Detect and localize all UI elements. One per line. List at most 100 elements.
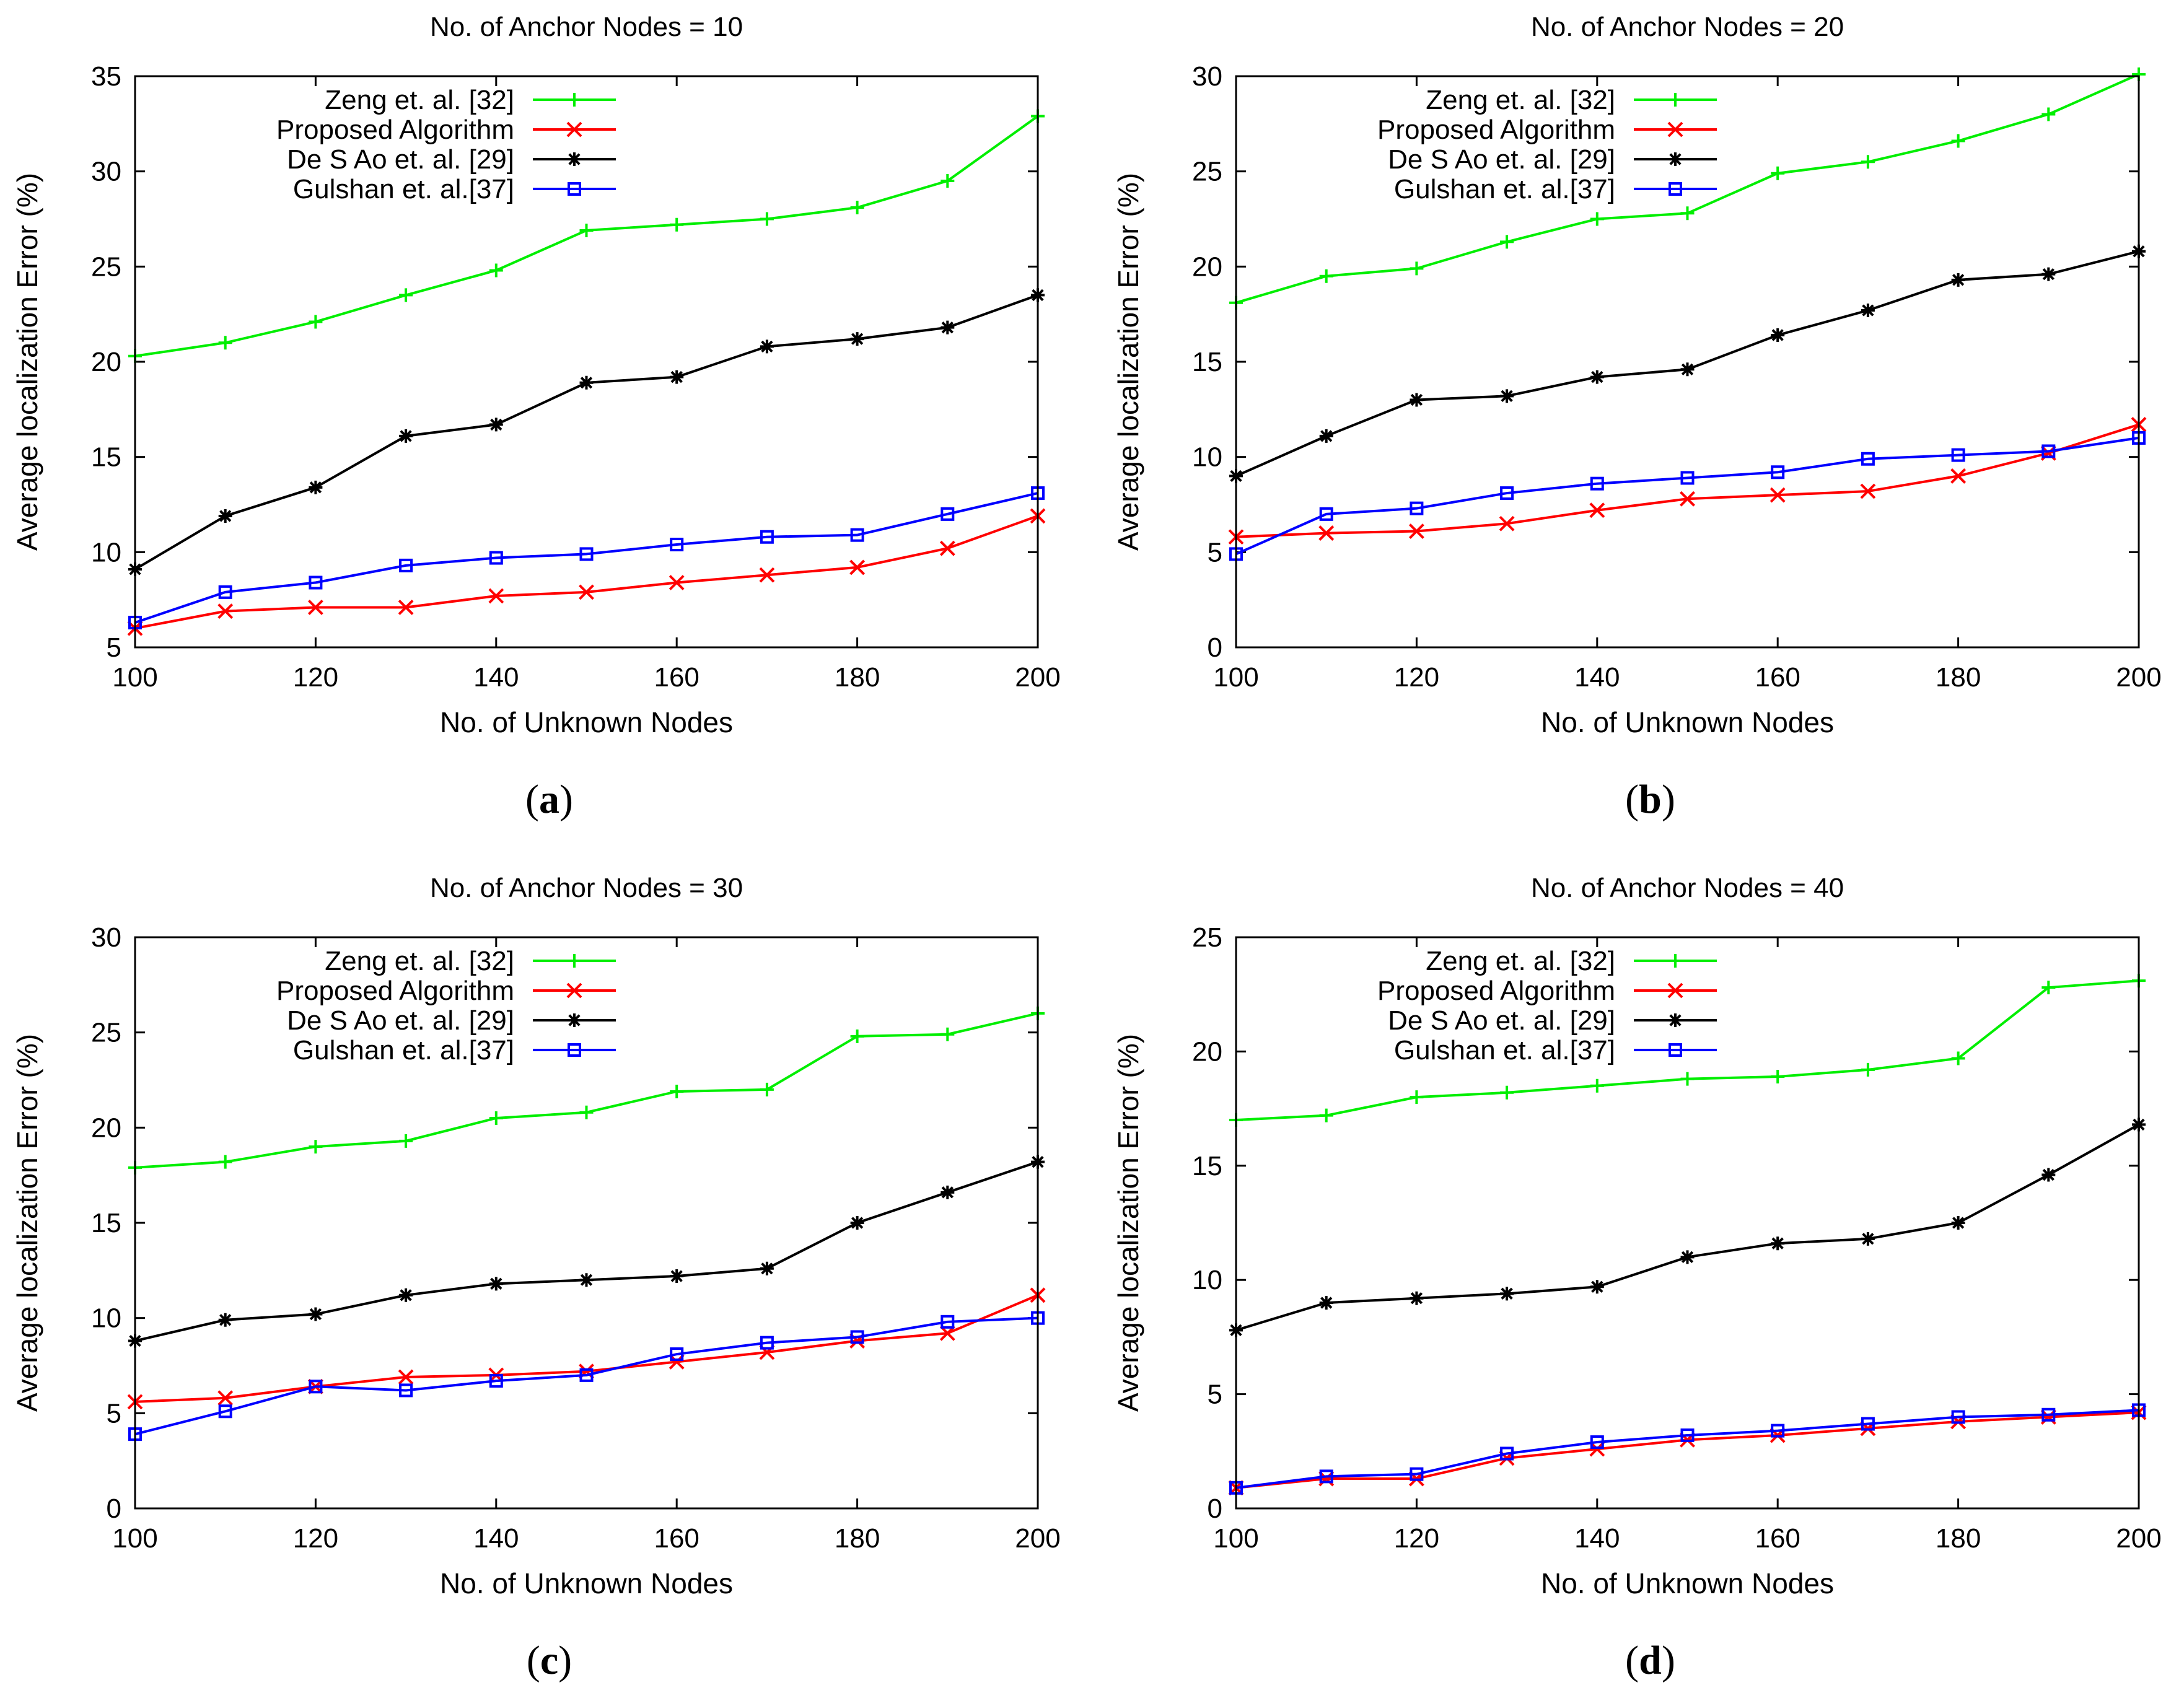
- series-3: [1229, 431, 2146, 561]
- panel-caption: (a): [525, 777, 573, 822]
- data-point: [670, 538, 684, 552]
- data-point: [1500, 1446, 1514, 1461]
- data-point: [1951, 1216, 1965, 1230]
- chart-panel-b: No. of Anchor Nodes = 20 0 5 10 15 20 25 30 100 1…: [1112, 12, 2162, 822]
- y-axis-label: Average localization Error (%): [1112, 173, 1144, 551]
- y-tick-label: 15: [91, 442, 121, 473]
- data-point: [1410, 261, 1424, 276]
- series-2: [1229, 1118, 2146, 1337]
- data-point: [1771, 1236, 1785, 1251]
- legend-marker: [568, 954, 581, 968]
- data-point: [579, 223, 594, 237]
- x-tick-label: 140: [473, 1523, 519, 1554]
- series-3: [1229, 1403, 2146, 1495]
- data-point: [2041, 1407, 2056, 1422]
- data-point: [399, 558, 413, 572]
- chart-panel-c: No. of Anchor Nodes = 30 0 5 10 15 20 25 30 100 1…: [11, 873, 1061, 1683]
- data-point: [2041, 981, 2056, 995]
- legend-label: Zeng et. al. [32]: [325, 946, 514, 976]
- chart-title: No. of Anchor Nodes = 30: [430, 873, 743, 903]
- data-point: [489, 1277, 503, 1291]
- data-point: [1951, 448, 1965, 462]
- data-point: [309, 1140, 323, 1154]
- y-tick-label: 20: [91, 347, 121, 377]
- x-tick-label: 180: [835, 1523, 880, 1554]
- data-point: [1951, 134, 1965, 148]
- data-point: [1318, 525, 1335, 541]
- data-point: [1680, 362, 1695, 377]
- data-point: [850, 332, 864, 346]
- data-point: [1410, 1467, 1424, 1481]
- data-point: [850, 1330, 864, 1344]
- y-tick-label: 0: [107, 1494, 121, 1524]
- series-line: [134, 515, 1038, 630]
- data-point: [579, 375, 594, 390]
- data-point: [1319, 429, 1333, 443]
- data-point: [399, 1134, 413, 1148]
- y-axis-label: Average localization Error (%): [11, 1034, 43, 1412]
- x-tick-label: 120: [1394, 1523, 1439, 1554]
- x-axis-label: No. of Unknown Nodes: [440, 1567, 733, 1599]
- y-tick-label: 5: [1208, 1380, 1222, 1410]
- data-point: [1680, 471, 1695, 485]
- data-point: [309, 1307, 323, 1321]
- panel-caption: (d): [1625, 1638, 1675, 1683]
- y-tick-label: 0: [1208, 1494, 1222, 1524]
- series-2: [128, 288, 1045, 576]
- x-tick-label: 100: [1213, 1523, 1258, 1554]
- x-tick-label: 120: [293, 1523, 338, 1554]
- legend-label: Zeng et. al. [32]: [1426, 85, 1615, 115]
- data-point: [941, 1315, 955, 1329]
- data-point: [1500, 235, 1514, 249]
- legend-label: Proposed Algorithm: [276, 976, 514, 1006]
- data-point: [1590, 370, 1604, 384]
- x-tick-label: 160: [654, 1523, 699, 1554]
- data-point: [218, 1155, 232, 1169]
- data-point: [218, 509, 232, 523]
- data-point: [218, 585, 232, 599]
- y-tick-label: 20: [91, 1113, 121, 1143]
- y-tick-label: 20: [1192, 252, 1222, 282]
- series-line: [1235, 1411, 2139, 1489]
- data-point: [217, 1390, 234, 1406]
- x-tick-label: 140: [473, 662, 519, 693]
- data-point: [670, 1347, 684, 1362]
- chart-panel-d: No. of Anchor Nodes = 40 0 5 10 15 20 25 100 120…: [1112, 873, 2162, 1683]
- legend-label: Gulshan et. al.[37]: [1394, 174, 1615, 204]
- y-tick-label: 15: [1192, 1151, 1222, 1181]
- data-point: [670, 370, 684, 384]
- y-tick-label: 15: [91, 1208, 121, 1238]
- data-point: [1319, 1108, 1333, 1122]
- data-point: [399, 1288, 413, 1302]
- y-tick-label: 25: [1192, 157, 1222, 187]
- data-point: [941, 1185, 955, 1199]
- data-point: [2041, 444, 2056, 458]
- data-point: [398, 600, 414, 615]
- plot-frame: [134, 75, 1039, 649]
- y-tick-label: 25: [1192, 922, 1222, 953]
- y-tick-label: 30: [1192, 61, 1222, 92]
- data-point: [760, 212, 774, 226]
- y-tick-label: 5: [107, 1398, 121, 1428]
- series-line: [134, 1316, 1038, 1436]
- data-point: [1319, 1296, 1333, 1310]
- series-1: [127, 508, 1046, 636]
- data-point: [1410, 1291, 1424, 1305]
- data-point: [1319, 269, 1333, 283]
- series-line: [134, 1293, 1038, 1403]
- series-1: [1228, 1404, 2147, 1496]
- legend-marker: [566, 121, 582, 138]
- data-point: [1771, 1069, 1785, 1083]
- x-tick-label: 200: [1015, 662, 1060, 693]
- panel-caption: (c): [527, 1638, 572, 1683]
- data-point: [1500, 389, 1514, 403]
- x-tick-label: 100: [112, 1523, 157, 1554]
- data-point: [1410, 501, 1424, 515]
- series-0: [128, 1006, 1045, 1175]
- x-tick-label: 160: [1755, 1523, 1800, 1554]
- data-point: [1860, 483, 1876, 499]
- data-point: [850, 201, 864, 215]
